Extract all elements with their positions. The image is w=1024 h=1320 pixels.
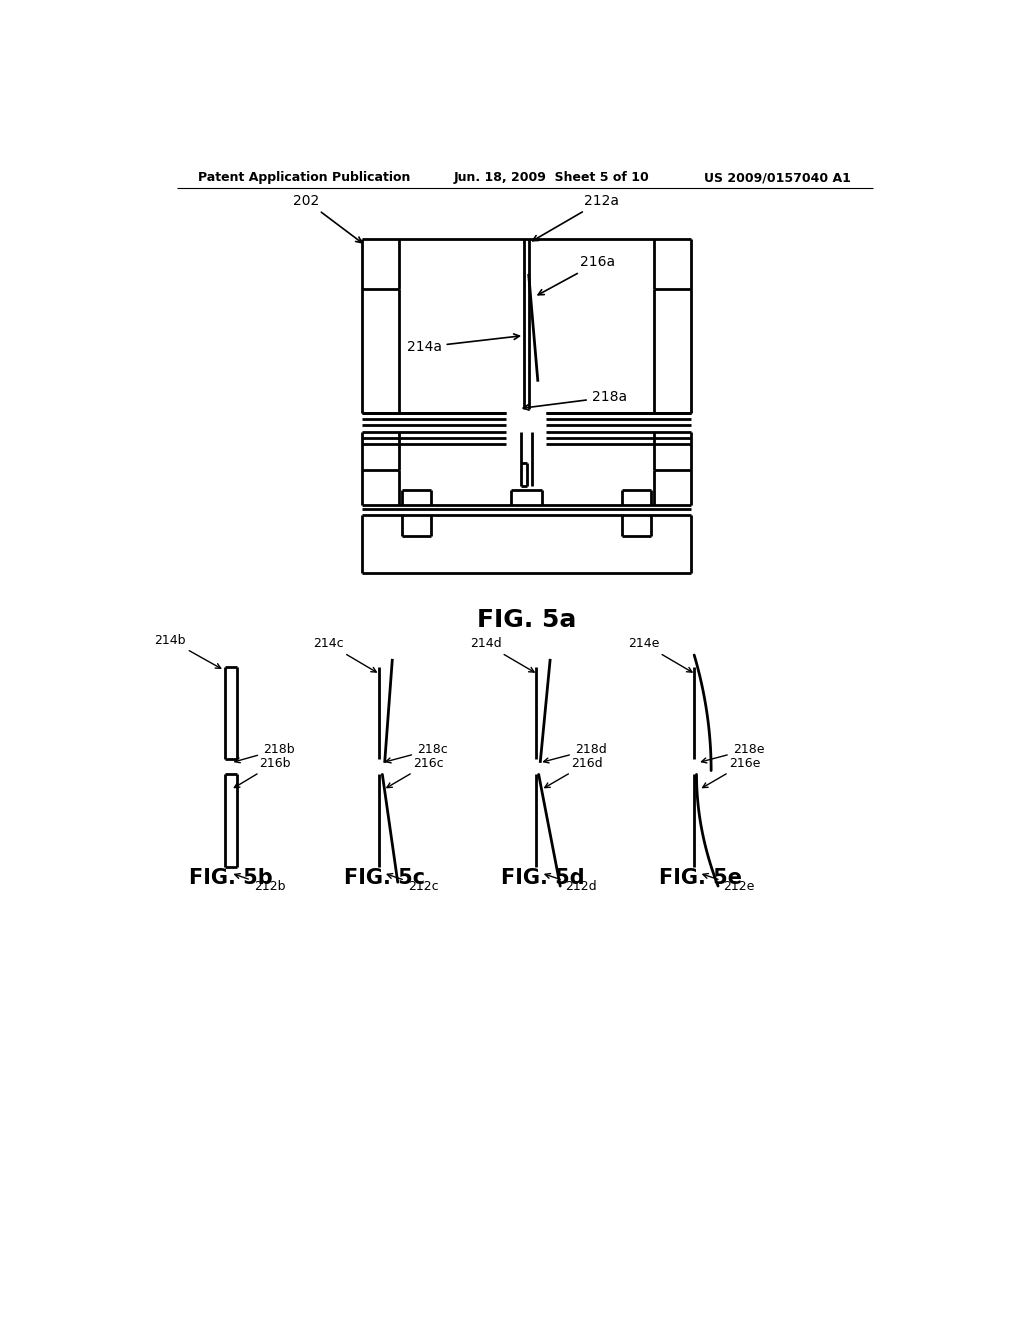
- Text: 218a: 218a: [523, 391, 627, 411]
- Text: 214d: 214d: [470, 638, 535, 672]
- Text: 216d: 216d: [545, 756, 603, 788]
- Text: 214b: 214b: [155, 634, 221, 668]
- Text: 218c: 218c: [386, 743, 447, 763]
- Text: 212b: 212b: [234, 874, 286, 892]
- Text: 216e: 216e: [702, 756, 760, 788]
- Text: 218d: 218d: [544, 743, 606, 763]
- Text: Jun. 18, 2009  Sheet 5 of 10: Jun. 18, 2009 Sheet 5 of 10: [454, 172, 649, 185]
- Text: 216a: 216a: [539, 255, 615, 294]
- Text: Patent Application Publication: Patent Application Publication: [199, 172, 411, 185]
- Text: 214c: 214c: [313, 638, 376, 672]
- Text: 218e: 218e: [701, 743, 764, 763]
- Text: 202: 202: [293, 194, 361, 243]
- Text: 216c: 216c: [387, 756, 443, 788]
- Text: 214e: 214e: [628, 638, 692, 672]
- Text: 212e: 212e: [702, 874, 755, 892]
- Text: 212a: 212a: [532, 194, 620, 240]
- Text: FIG. 5e: FIG. 5e: [658, 869, 741, 888]
- Text: 212c: 212c: [387, 874, 438, 892]
- Text: 214a: 214a: [407, 334, 519, 354]
- Text: US 2009/0157040 A1: US 2009/0157040 A1: [705, 172, 851, 185]
- Text: 212d: 212d: [545, 874, 597, 892]
- Text: FIG. 5d: FIG. 5d: [501, 869, 585, 888]
- Text: FIG. 5c: FIG. 5c: [344, 869, 425, 888]
- Text: FIG. 5b: FIG. 5b: [188, 869, 272, 888]
- Text: FIG. 5a: FIG. 5a: [476, 609, 577, 632]
- Text: 216b: 216b: [234, 756, 291, 788]
- Text: 218b: 218b: [234, 743, 295, 763]
